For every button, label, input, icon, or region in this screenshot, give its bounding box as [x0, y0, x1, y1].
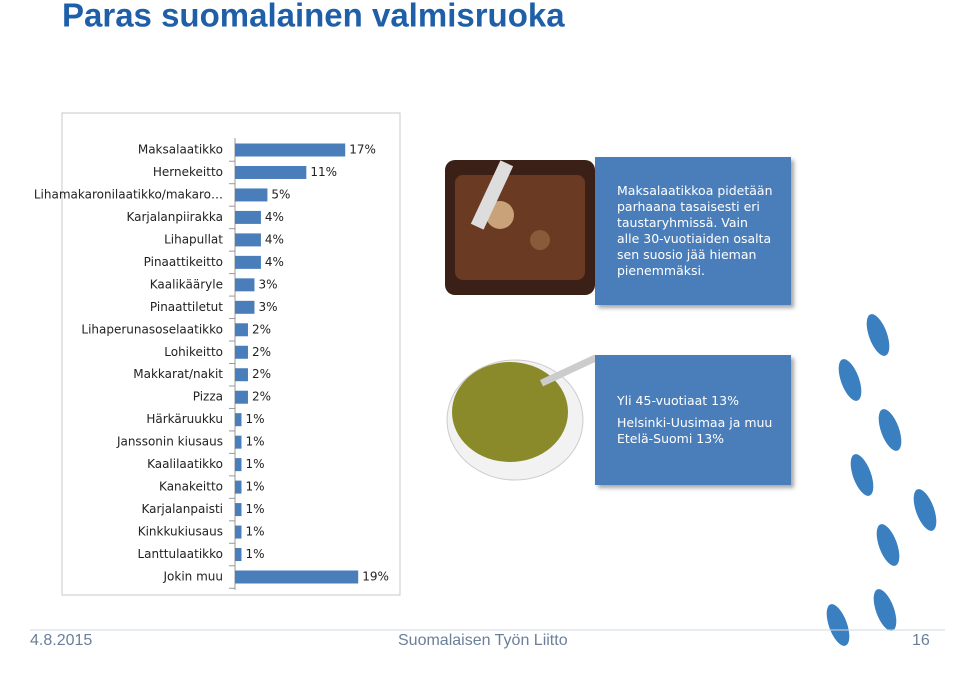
value-label: 4% [265, 232, 284, 246]
footer-page: 16 [912, 632, 930, 649]
bar [235, 368, 248, 382]
bar [235, 525, 242, 539]
bar [235, 300, 255, 314]
bar [235, 458, 242, 472]
category-label: Kaalilaatikko [147, 457, 223, 471]
bar [235, 188, 268, 202]
category-label: Lihaperunasoselaatikko [81, 322, 223, 336]
bar [235, 210, 261, 224]
bar [235, 570, 359, 584]
bar [235, 278, 255, 292]
value-label: 2% [252, 367, 271, 381]
value-label: 2% [252, 390, 271, 404]
value-label: 3% [258, 300, 277, 314]
category-label: Pizza [193, 390, 223, 404]
value-label: 2% [252, 345, 271, 359]
category-label: Pinaattiletut [150, 300, 223, 314]
value-label: 11% [310, 165, 337, 179]
category-label: Lanttulaatikko [137, 547, 223, 561]
note-text: Helsinki-Uusimaa ja muu Etelä-Suomi 13% [617, 415, 773, 446]
bar [235, 323, 248, 337]
category-label: Kanakeitto [159, 480, 223, 494]
category-label: Kinkkukiusaus [138, 525, 223, 539]
bar [235, 413, 242, 427]
value-label: 1% [245, 547, 264, 561]
bar [235, 255, 261, 269]
bar [235, 548, 242, 562]
note-text: Yli 45-vuotiaat 13% [617, 393, 739, 408]
slide-title: Paras suomalainen valmisruoka [62, 0, 565, 34]
category-label: Karjalanpiirakka [126, 210, 223, 224]
category-label: Maksalaatikko [138, 143, 223, 157]
bar [235, 435, 242, 449]
category-label: Lihapullat [164, 232, 223, 246]
category-label: Makkarat/nakit [133, 367, 223, 381]
footer-organization: Suomalaisen Työn Liitto [398, 632, 568, 649]
note-box: Maksalaatikkoa pidetään parhaana tasaise… [595, 157, 791, 305]
category-label: Kaalikääryle [150, 277, 223, 291]
value-label: 1% [245, 525, 264, 539]
value-label: 1% [245, 435, 264, 449]
value-label: 1% [245, 457, 264, 471]
note-text: Maksalaatikkoa pidetään parhaana tasaise… [617, 183, 773, 278]
category-label: Pinaattikeitto [144, 255, 223, 269]
photo-soup [446, 354, 598, 481]
bar [235, 143, 346, 157]
value-label: 4% [265, 255, 284, 269]
bar [235, 480, 242, 494]
bar [235, 233, 261, 247]
value-label: 1% [245, 502, 264, 516]
category-label: Hernekeitto [153, 165, 223, 179]
value-label: 5% [271, 187, 290, 201]
category-label: Härkäruukku [146, 412, 223, 426]
value-label: 17% [349, 143, 376, 157]
note-box: Yli 45-vuotiaat 13% Helsinki-Uusimaa ja m… [595, 355, 791, 485]
bar [235, 503, 242, 517]
category-label: Karjalanpaisti [141, 502, 223, 516]
bar [235, 165, 307, 179]
bar [235, 345, 248, 359]
value-label: 19% [362, 570, 389, 584]
value-label: 1% [245, 412, 264, 426]
category-label: Jokin muu [163, 570, 223, 584]
category-label: Lihamakaronilaatikko/makaro… [34, 187, 223, 201]
footprints [826, 314, 937, 646]
bar [235, 390, 248, 404]
value-label: 4% [265, 210, 284, 224]
chart-frame [61, 112, 401, 596]
category-label: Janssonin kiusaus [116, 435, 223, 449]
category-label: Lohikeitto [164, 345, 223, 359]
photo-casserole [445, 160, 595, 295]
value-label: 1% [245, 480, 264, 494]
footer-date: 4.8.2015 [30, 632, 93, 649]
value-label: 3% [258, 277, 277, 291]
value-label: 2% [252, 322, 271, 336]
